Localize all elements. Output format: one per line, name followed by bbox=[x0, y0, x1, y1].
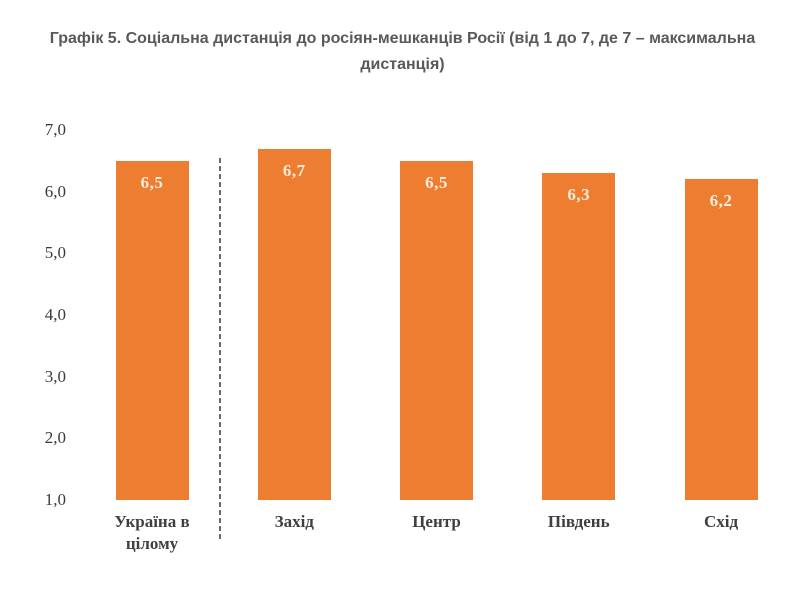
y-axis-tick-label: 6,0 bbox=[44, 181, 66, 201]
x-axis-category-label: Центр bbox=[412, 512, 461, 531]
x-axis-category-label: Схід bbox=[703, 512, 739, 531]
bar-value-label: 6,2 bbox=[709, 191, 733, 211]
chart-title-line-1: Графік 5. Соціальна дистанція до росіян-… bbox=[49, 30, 756, 47]
bar: 6,3 bbox=[542, 173, 616, 500]
bar-value-label: 6,5 bbox=[140, 172, 164, 192]
x-axis-category-label: Україна в цілому bbox=[114, 512, 190, 553]
x-axis-category-label: Захід bbox=[274, 512, 314, 531]
chart-title-line-2: дистанція) bbox=[360, 56, 445, 73]
y-axis-tick-label: 4,0 bbox=[44, 305, 66, 324]
x-axis-category-label: Південь bbox=[547, 512, 610, 531]
y-axis-tick-label: 5,0 bbox=[44, 243, 66, 263]
bar: 6,5 bbox=[115, 160, 189, 500]
chart-title: Графік 5. Соціальна дистанція до росіян-… bbox=[0, 26, 805, 78]
bar: 6,5 bbox=[400, 160, 473, 500]
bar-value-label: 6,5 bbox=[425, 172, 448, 192]
bar: 6,2 bbox=[684, 179, 758, 500]
bar-value-label: 6,3 bbox=[567, 185, 591, 205]
y-axis-tick-label: 2,0 bbox=[44, 428, 66, 448]
y-axis-tick-label: 1,0 bbox=[44, 490, 66, 509]
bar-value-label: 6,7 bbox=[282, 160, 306, 180]
dashed-separator-line bbox=[219, 158, 221, 542]
y-axis-tick-label: 3,0 bbox=[44, 366, 66, 386]
y-axis-tick-label: 7,0 bbox=[44, 120, 66, 139]
bar: 6,7 bbox=[257, 148, 331, 500]
